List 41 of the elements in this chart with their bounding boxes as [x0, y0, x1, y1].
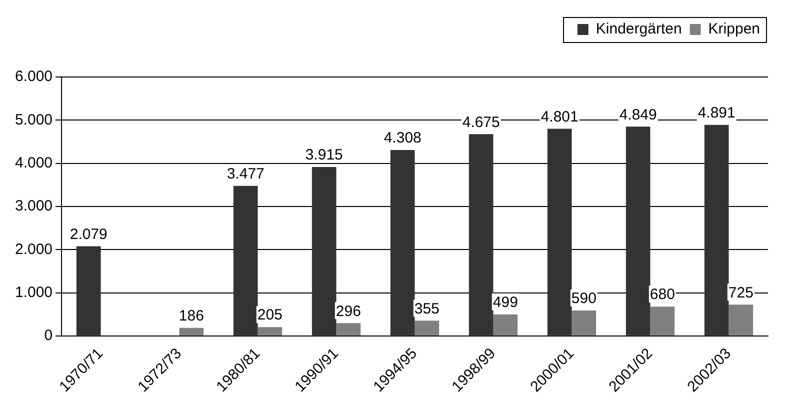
bar — [626, 126, 650, 336]
bar — [76, 246, 101, 336]
y-tick-label: 6.000 — [14, 68, 53, 86]
legend-label: Krippen — [708, 20, 760, 38]
bar — [704, 124, 729, 336]
y-tick-label: 4.000 — [14, 154, 53, 172]
data-label: 186 — [178, 308, 204, 325]
y-tick-label: 1.000 — [14, 284, 53, 301]
data-label: 4.801 — [540, 108, 578, 126]
data-label: 4.308 — [384, 130, 422, 147]
y-tick-label: 0 — [44, 327, 53, 344]
y-tick-label: 5.000 — [14, 111, 53, 128]
bar — [390, 150, 415, 336]
data-label: 3.477 — [226, 166, 264, 183]
bar — [572, 310, 596, 336]
bar — [468, 134, 494, 336]
data-label: 355 — [414, 300, 440, 318]
bar — [728, 304, 754, 336]
data-label: 296 — [336, 302, 361, 320]
bar — [547, 128, 572, 336]
legend-label: Kindergärten — [596, 20, 682, 38]
data-label: 499 — [492, 294, 518, 312]
bar — [414, 320, 440, 336]
data-label: 4.891 — [698, 104, 736, 122]
data-label: 4.849 — [619, 106, 657, 124]
data-label: 590 — [571, 290, 596, 308]
bar — [650, 306, 675, 336]
bar — [312, 166, 336, 336]
data-label: 3.915 — [305, 146, 343, 164]
data-label: 205 — [257, 306, 282, 324]
bar — [233, 186, 258, 336]
bar — [258, 327, 282, 336]
data-label: 725 — [728, 284, 754, 302]
bar — [179, 328, 204, 336]
data-label: 680 — [650, 286, 675, 304]
y-tick-label: 2.000 — [14, 240, 53, 258]
y-tick-label: 3.000 — [14, 198, 53, 215]
bar — [336, 323, 361, 336]
data-label: 2.079 — [70, 226, 108, 243]
bar — [493, 314, 518, 336]
data-label: 4.675 — [462, 114, 500, 131]
